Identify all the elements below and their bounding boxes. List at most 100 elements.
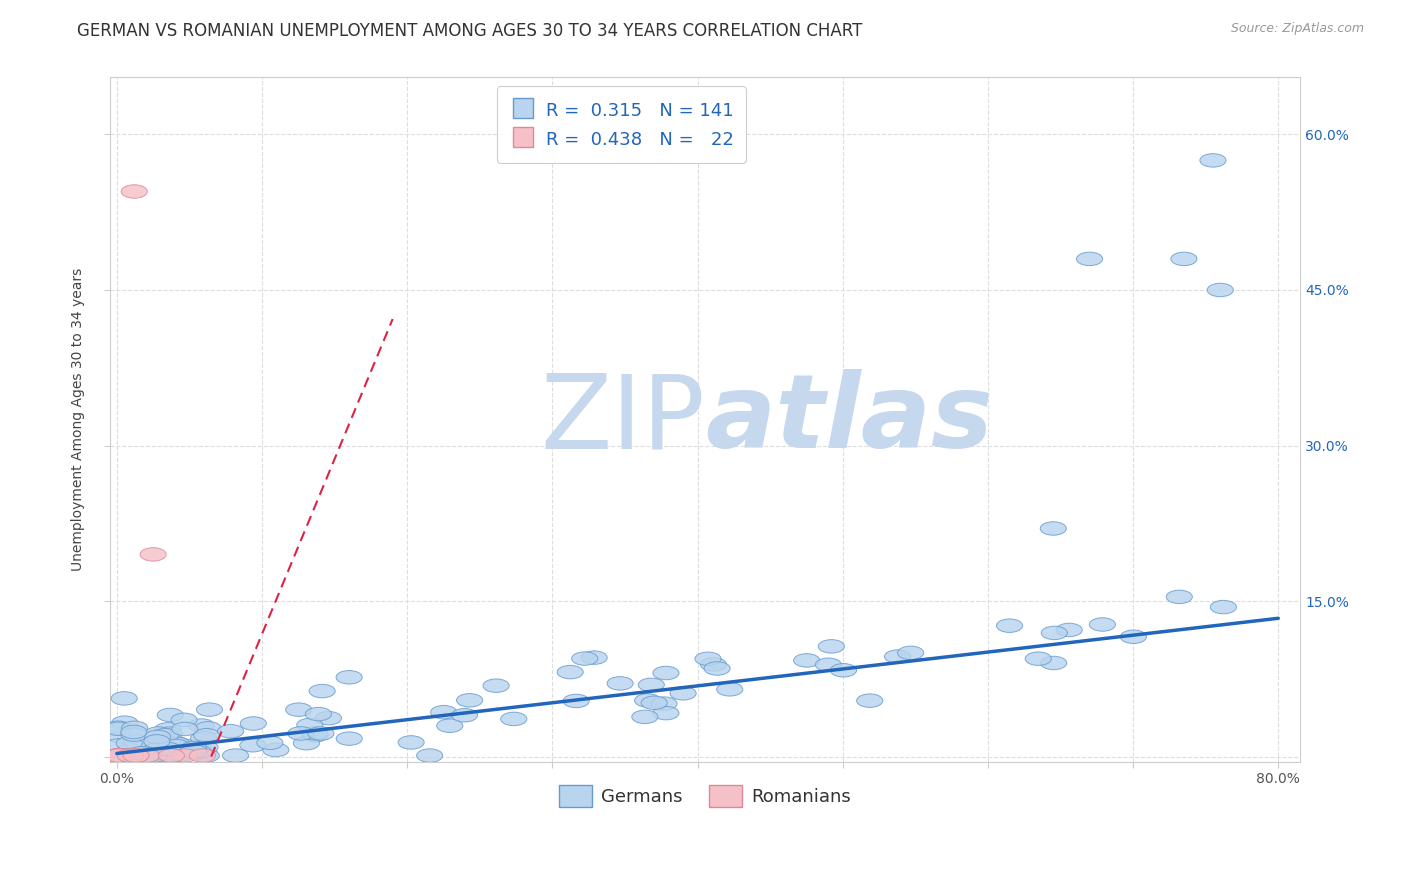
Ellipse shape: [1025, 652, 1052, 665]
Ellipse shape: [107, 748, 132, 763]
Ellipse shape: [437, 719, 463, 732]
Ellipse shape: [117, 744, 143, 757]
Ellipse shape: [240, 717, 266, 731]
Ellipse shape: [172, 713, 197, 727]
Ellipse shape: [122, 748, 149, 763]
Ellipse shape: [1040, 522, 1066, 535]
Ellipse shape: [105, 748, 131, 763]
Ellipse shape: [704, 662, 730, 675]
Ellipse shape: [117, 748, 143, 763]
Ellipse shape: [1171, 252, 1197, 266]
Ellipse shape: [105, 748, 131, 763]
Ellipse shape: [181, 745, 207, 758]
Ellipse shape: [121, 728, 148, 741]
Ellipse shape: [122, 748, 149, 763]
Ellipse shape: [263, 743, 288, 756]
Ellipse shape: [166, 748, 193, 763]
Ellipse shape: [108, 730, 135, 743]
Ellipse shape: [309, 684, 335, 698]
Ellipse shape: [155, 742, 181, 756]
Ellipse shape: [181, 745, 207, 758]
Legend: Germans, Romanians: Germans, Romanians: [553, 778, 858, 814]
Ellipse shape: [671, 687, 696, 700]
Ellipse shape: [1199, 153, 1226, 167]
Ellipse shape: [818, 640, 845, 653]
Ellipse shape: [297, 718, 323, 731]
Ellipse shape: [638, 678, 665, 691]
Ellipse shape: [125, 748, 150, 763]
Ellipse shape: [150, 742, 177, 756]
Ellipse shape: [831, 664, 856, 677]
Ellipse shape: [121, 185, 148, 198]
Ellipse shape: [315, 712, 342, 725]
Ellipse shape: [132, 748, 157, 763]
Ellipse shape: [1166, 591, 1192, 604]
Ellipse shape: [111, 691, 138, 706]
Ellipse shape: [105, 748, 131, 763]
Ellipse shape: [634, 694, 661, 707]
Ellipse shape: [112, 748, 139, 763]
Ellipse shape: [793, 654, 820, 667]
Ellipse shape: [191, 731, 217, 745]
Ellipse shape: [1042, 626, 1067, 640]
Ellipse shape: [177, 739, 204, 753]
Ellipse shape: [152, 748, 179, 763]
Ellipse shape: [160, 742, 187, 756]
Ellipse shape: [884, 650, 911, 664]
Ellipse shape: [1208, 284, 1233, 297]
Text: Source: ZipAtlas.com: Source: ZipAtlas.com: [1230, 22, 1364, 36]
Ellipse shape: [105, 739, 132, 752]
Ellipse shape: [143, 743, 170, 756]
Text: ZIP: ZIP: [540, 369, 704, 470]
Ellipse shape: [195, 722, 221, 735]
Ellipse shape: [105, 748, 131, 763]
Ellipse shape: [141, 748, 166, 763]
Ellipse shape: [641, 696, 668, 709]
Ellipse shape: [1121, 630, 1146, 643]
Ellipse shape: [141, 748, 167, 763]
Ellipse shape: [105, 748, 131, 763]
Ellipse shape: [124, 735, 150, 748]
Ellipse shape: [193, 748, 219, 763]
Ellipse shape: [1090, 618, 1115, 632]
Ellipse shape: [159, 748, 184, 763]
Ellipse shape: [562, 694, 589, 707]
Ellipse shape: [134, 748, 160, 763]
Ellipse shape: [132, 738, 157, 751]
Ellipse shape: [159, 745, 186, 758]
Ellipse shape: [336, 731, 363, 746]
Ellipse shape: [105, 748, 131, 763]
Ellipse shape: [897, 646, 924, 659]
Ellipse shape: [197, 703, 222, 716]
Ellipse shape: [120, 748, 146, 763]
Ellipse shape: [572, 652, 598, 665]
Ellipse shape: [152, 748, 177, 763]
Ellipse shape: [856, 694, 883, 707]
Ellipse shape: [652, 706, 679, 720]
Ellipse shape: [308, 727, 335, 740]
Text: GERMAN VS ROMANIAN UNEMPLOYMENT AMONG AGES 30 TO 34 YEARS CORRELATION CHART: GERMAN VS ROMANIAN UNEMPLOYMENT AMONG AG…: [77, 22, 863, 40]
Ellipse shape: [451, 708, 478, 722]
Ellipse shape: [145, 727, 172, 740]
Ellipse shape: [294, 737, 319, 750]
Ellipse shape: [815, 658, 842, 672]
Ellipse shape: [128, 747, 155, 760]
Ellipse shape: [111, 748, 136, 763]
Ellipse shape: [122, 748, 148, 763]
Ellipse shape: [222, 748, 249, 763]
Ellipse shape: [111, 748, 136, 763]
Ellipse shape: [105, 748, 131, 763]
Ellipse shape: [163, 739, 190, 753]
Ellipse shape: [218, 724, 243, 738]
Ellipse shape: [111, 716, 138, 730]
Ellipse shape: [1077, 252, 1102, 266]
Ellipse shape: [105, 748, 131, 763]
Ellipse shape: [121, 725, 146, 739]
Ellipse shape: [501, 712, 527, 726]
Ellipse shape: [131, 748, 157, 763]
Ellipse shape: [430, 706, 457, 719]
Ellipse shape: [416, 748, 443, 763]
Ellipse shape: [105, 748, 131, 763]
Ellipse shape: [484, 679, 509, 692]
Ellipse shape: [652, 666, 679, 680]
